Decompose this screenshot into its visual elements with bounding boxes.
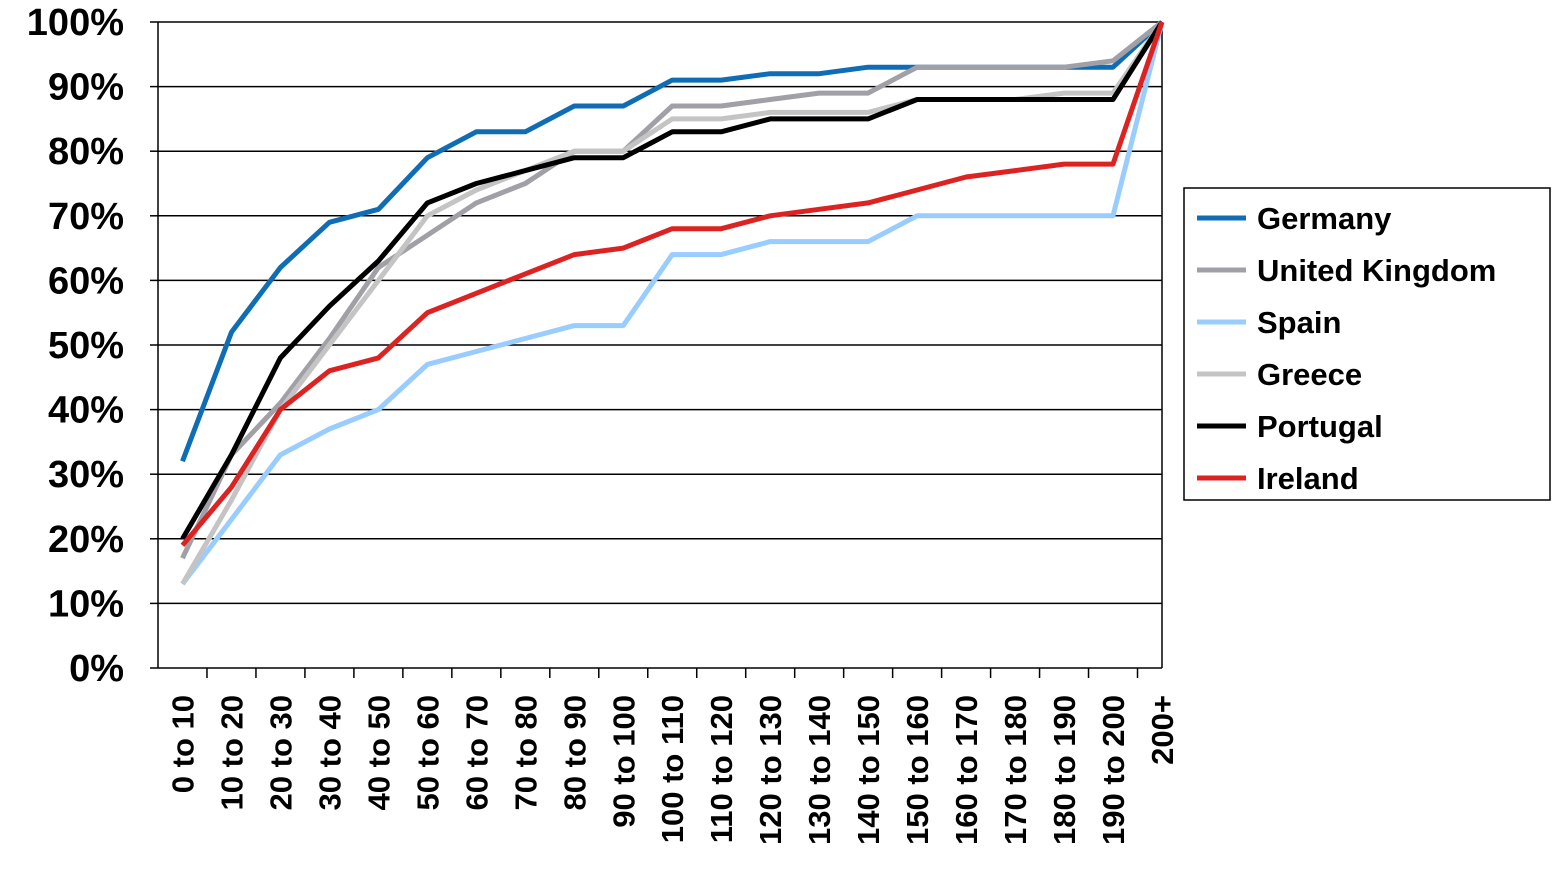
series-line-spain [180,21,1165,586]
y-axis-tick-labels: 0% 10% 20% 30% 40% 50% 60% 70% 80% 90% 100% [27,2,124,690]
y-tick-label: 40% [48,390,124,432]
y-tick-label: 20% [48,519,124,561]
y-tick-label: 10% [48,583,124,625]
legend-label: Portugal [1257,409,1383,444]
x-tick-label: 90 to 100 [606,695,641,828]
series-line-ireland [180,21,1165,547]
legend-label: Germany [1257,201,1392,236]
x-tick-label: 140 to 150 [851,695,886,845]
x-tick-label: 100 to 110 [655,695,690,843]
legend-label: Ireland [1257,461,1359,496]
legend-label: Spain [1257,305,1341,340]
axes [150,21,1163,678]
gridlines [158,21,1162,605]
x-tick-label: 0 to 10 [165,695,200,793]
x-tick-label: 70 to 80 [508,695,543,810]
series-line-germany [180,20,1164,463]
legend-label: Greece [1257,357,1362,392]
y-tick-label: 70% [48,196,124,238]
y-tick-label: 60% [48,260,124,302]
legend: Germany United Kingdom Spain Greece Portugal… [1183,187,1551,501]
x-tick-label: 80 to 90 [557,695,592,810]
x-axis-tick-labels: 0 to 10 10 to 20 20 to 30 30 to 40 40 to 50 5… [165,695,1180,845]
legend-label: United Kingdom [1257,253,1496,288]
series-lines [180,20,1165,586]
x-tick-label: 180 to 190 [1047,695,1082,845]
x-tick-label: 150 to 160 [900,695,935,845]
x-tick-label: 130 to 140 [802,695,837,845]
x-tick-label: 50 to 60 [410,695,445,810]
x-tick-label: 110 to 120 [704,695,739,843]
y-tick-label: 90% [48,67,124,109]
legend-box [1183,187,1551,501]
series-line-portugal [180,20,1165,541]
y-tick-label: 0% [69,648,124,690]
y-tick-label: 80% [48,131,124,173]
x-tick-label: 60 to 70 [459,695,494,810]
x-tick-label: 190 to 200 [1096,695,1131,845]
x-tick-label: 170 to 180 [998,695,1033,845]
x-tick-label: 10 to 20 [214,695,249,810]
x-tick-label: 120 to 130 [753,695,788,845]
series-line-united-kingdom [180,20,1164,560]
x-tick-label: 160 to 170 [949,695,984,845]
x-tick-label: 40 to 50 [361,695,396,810]
x-tick-label: 30 to 40 [312,695,347,810]
x-tick-label: 20 to 30 [263,695,298,810]
y-tick-label: 50% [48,325,124,367]
y-tick-label: 100% [27,2,124,44]
y-tick-label: 30% [48,454,124,496]
x-tick-label: 200+ [1145,695,1180,765]
